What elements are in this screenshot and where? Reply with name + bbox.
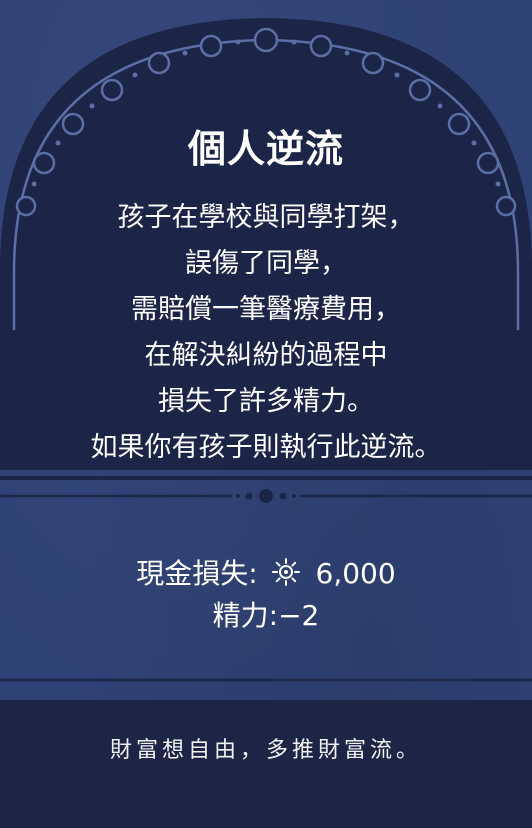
story-line: 在解決糾紛的過程中 — [144, 340, 388, 371]
energy-label: 精力: — [212, 599, 279, 632]
story-text: 孩子在學校與同學打架， 誤傷了同學， 需賠償一筆醫療費用， 在解決糾紛的過程中 … — [20, 195, 512, 471]
footer-slogan: 財富想自由，多推財富流。 — [109, 738, 422, 763]
card-effects: 現金損失: 6,000 — [0, 553, 532, 637]
story-line: 需賠償一筆醫療費用， — [131, 294, 401, 325]
sun-coin-icon — [271, 557, 301, 587]
story-line: 孩子在學校與同學打架， — [117, 202, 415, 233]
energy-value: −2 — [278, 599, 320, 632]
card-footer-band — [0, 700, 532, 828]
story-line: 誤傷了同學， — [185, 248, 347, 279]
cash-loss-label: 現金損失: — [136, 557, 258, 590]
arch-dots — [31, 39, 501, 187]
story-line: 損失了許多精力。 — [158, 386, 374, 417]
arch-panel — [0, 18, 532, 470]
cash-loss-value: 6,000 — [315, 557, 396, 590]
arch-beads — [15, 27, 517, 217]
card-title: 個人逆流 — [187, 127, 344, 171]
divider-ornament — [0, 476, 532, 503]
story-line: 如果你有孩子則執行此逆流。 — [90, 432, 442, 463]
energy-row: 精力:−2 — [0, 595, 532, 637]
cash-loss-row: 現金損失: 6,000 — [0, 553, 532, 595]
